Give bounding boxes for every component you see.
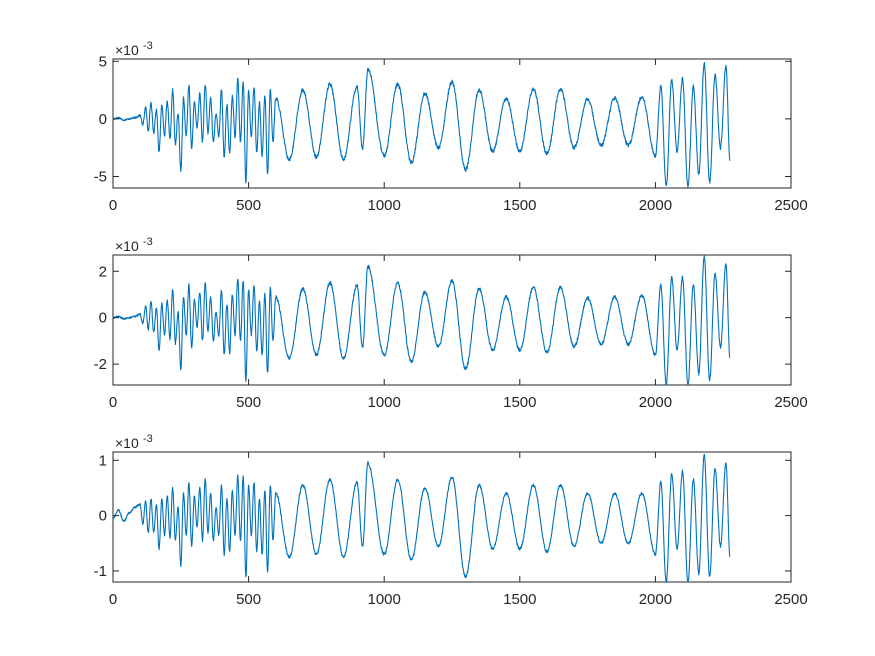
y-ticks: -1 0 1: [94, 452, 791, 580]
subplot-2: 0 500 1000 1500 2000 2500 -2 0 2 ×10 -3: [94, 236, 808, 411]
x-tick-label: 500: [236, 591, 261, 608]
x-ticks: 0 500 1000 1500 2000 2500: [109, 255, 808, 411]
y-tick-label: -2: [94, 356, 107, 373]
x-tick-label: 1000: [368, 591, 401, 608]
x-tick-label: 1000: [368, 197, 401, 214]
y-tick-label: -1: [94, 563, 107, 580]
x-tick-label: 1000: [368, 394, 401, 411]
y-tick-label: 0: [99, 111, 107, 128]
y-exponent-base: ×10: [115, 42, 139, 58]
x-ticks: 0 500 1000 1500 2000 2500: [109, 452, 808, 608]
y-ticks: -5 0 5: [94, 53, 791, 185]
x-tick-label: 2500: [774, 197, 807, 214]
y-exponent-power: -3: [143, 236, 153, 248]
x-tick-label: 0: [109, 197, 117, 214]
x-tick-label: 2000: [639, 197, 672, 214]
y-tick-label: -5: [94, 168, 107, 185]
series-line: [112, 61, 731, 188]
x-tick-label: 2000: [639, 394, 672, 411]
y-tick-label: 1: [99, 452, 107, 469]
line-layer: [112, 453, 731, 583]
x-tick-label: 2000: [639, 591, 672, 608]
y-exponent-base: ×10: [115, 238, 139, 254]
x-tick-label: 0: [109, 394, 117, 411]
x-tick-label: 1500: [503, 394, 536, 411]
x-tick-label: 500: [236, 394, 261, 411]
series-line: [112, 453, 731, 583]
x-tick-label: 1500: [503, 197, 536, 214]
y-tick-label: 2: [99, 263, 107, 280]
subplot-1: 0 500 1000 1500 2000 2500 -505 ×10 -3: [94, 40, 808, 214]
series-line: [112, 255, 731, 386]
y-tick-label: 0: [99, 508, 107, 525]
line-layer: [112, 255, 731, 386]
x-tick-label: 500: [236, 197, 261, 214]
y-tick-label: 5: [99, 53, 107, 70]
x-ticks: 0 500 1000 1500 2000 2500: [109, 59, 808, 214]
x-tick-label: 2500: [774, 394, 807, 411]
x-tick-label: 0: [109, 591, 117, 608]
y-tick-label: 0: [99, 310, 107, 327]
line-layer: [112, 61, 731, 188]
y-exponent-power: -3: [143, 433, 153, 445]
y-ticks: -2 0 2: [94, 263, 791, 373]
y-exponent-power: -3: [143, 40, 153, 52]
x-tick-label: 1500: [503, 591, 536, 608]
y-exponent-base: ×10: [115, 435, 139, 451]
x-tick-label: 2500: [774, 591, 807, 608]
subplot-3: 0 500 1000 1500 2000 2500 -101 ×10 -3: [94, 433, 808, 608]
